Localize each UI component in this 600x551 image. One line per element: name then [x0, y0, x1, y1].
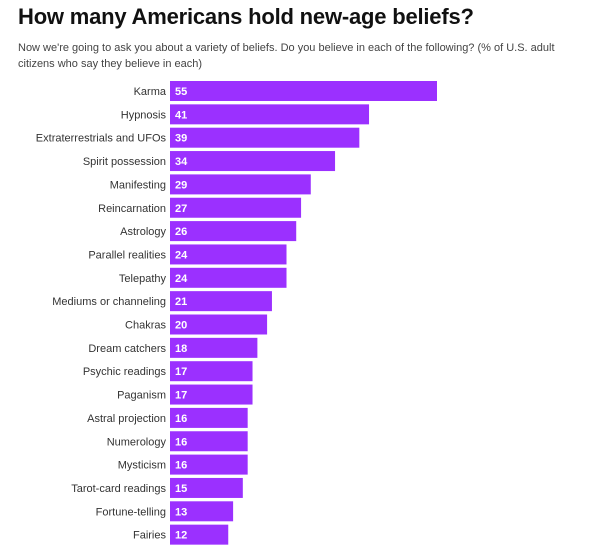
category-label: Paganism — [117, 390, 166, 402]
value-label: 34 — [175, 156, 188, 168]
category-label: Psychic readings — [83, 366, 167, 378]
category-label: Fairies — [133, 530, 167, 542]
category-label: Tarot-card readings — [71, 483, 166, 495]
bar — [170, 501, 234, 522]
category-label: Manifesting — [110, 179, 166, 191]
value-label: 41 — [175, 109, 187, 121]
chart-title: How many Americans hold new-age beliefs? — [18, 4, 474, 29]
bar — [170, 291, 272, 312]
value-label: 55 — [175, 86, 187, 98]
bar — [170, 151, 336, 172]
bar — [170, 81, 437, 101]
value-label: 24 — [175, 273, 188, 285]
category-label: Mysticism — [118, 460, 166, 472]
category-label: Chakras — [125, 320, 166, 332]
category-label: Karma — [134, 86, 167, 98]
bar — [170, 314, 268, 335]
category-label: Astrology — [120, 226, 166, 238]
value-label: 12 — [175, 530, 187, 542]
bar — [170, 267, 287, 288]
category-label: Spirit possession — [83, 156, 166, 168]
value-label: 18 — [175, 343, 187, 355]
bar — [170, 197, 302, 218]
bar — [170, 127, 360, 148]
value-label: 16 — [175, 413, 187, 425]
value-label: 17 — [175, 390, 187, 402]
value-label: 27 — [175, 203, 187, 215]
category-label: Astral projection — [87, 413, 166, 425]
value-label: 39 — [175, 133, 187, 145]
category-label: Mediums or channeling — [52, 296, 166, 308]
category-label: Dream catchers — [88, 343, 166, 355]
value-label: 16 — [175, 460, 187, 472]
category-label: Parallel realities — [88, 249, 166, 261]
category-label: Hypnosis — [121, 109, 167, 121]
category-label: Extraterrestrials and UFOs — [36, 133, 167, 145]
bar — [170, 384, 253, 405]
value-label: 15 — [175, 483, 187, 495]
bar — [170, 174, 311, 195]
bar — [170, 524, 229, 545]
value-label: 29 — [175, 179, 187, 191]
bar — [170, 361, 253, 382]
bar — [170, 407, 248, 428]
value-label: 13 — [175, 506, 187, 518]
bar — [170, 477, 243, 498]
category-label: Reincarnation — [98, 203, 166, 215]
bar — [170, 221, 297, 242]
category-label: Numerology — [107, 436, 167, 448]
chart-subtitle: Now we're going to ask you about a varie… — [18, 42, 555, 70]
bar — [170, 244, 287, 265]
bar — [170, 337, 258, 358]
category-label: Fortune-telling — [96, 506, 166, 518]
value-label: 16 — [175, 436, 187, 448]
value-label: 20 — [175, 320, 187, 332]
bar — [170, 431, 248, 452]
value-label: 24 — [175, 249, 188, 261]
category-label: Telepathy — [119, 273, 167, 285]
bar — [170, 454, 248, 475]
bar — [170, 104, 370, 125]
value-label: 26 — [175, 226, 187, 238]
value-label: 17 — [175, 366, 187, 378]
value-label: 21 — [175, 296, 187, 308]
